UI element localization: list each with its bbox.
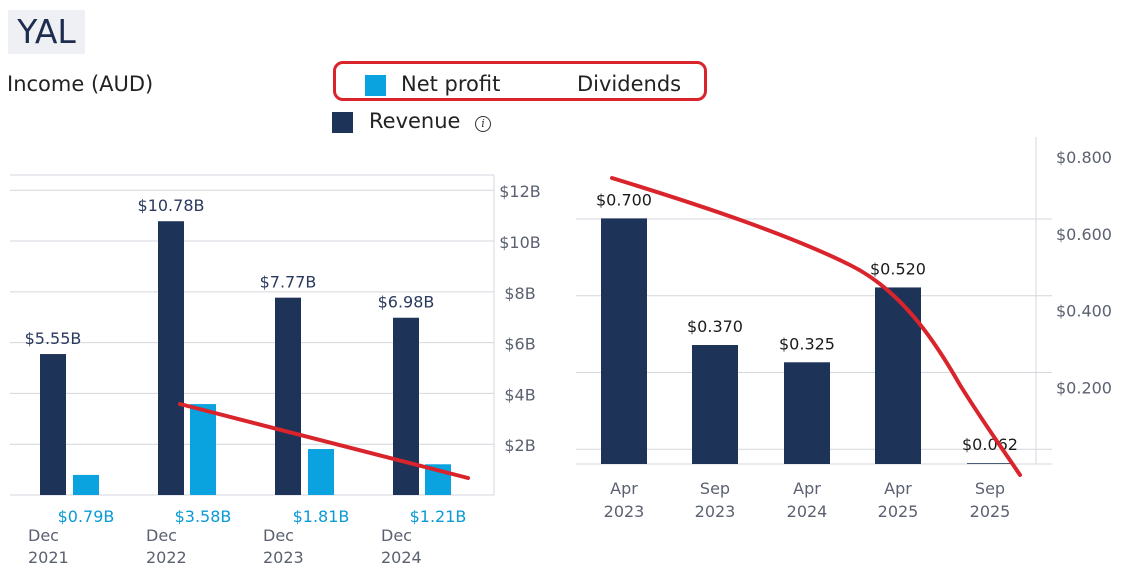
dividend-y-tick-label: $0.800 — [1056, 148, 1112, 167]
income-y-tick-label: $4B — [504, 385, 535, 404]
legend-item-net-profit[interactable]: Net profit — [401, 72, 501, 96]
section-title: Income (AUD) — [7, 72, 154, 96]
dividend-data-label: $0.062 — [962, 435, 1018, 454]
income-x-tick-label: Dec 2023 — [263, 526, 304, 567]
revenue-bar — [275, 297, 301, 495]
income-x-tick-label: Dec 2021 — [28, 526, 69, 567]
dividend-x-tick-label: Sep 2023 — [695, 479, 736, 521]
revenue-data-label: $10.78B — [138, 196, 205, 215]
income-y-tick-label: $8B — [504, 284, 535, 303]
net-profit-data-label: $0.79B — [58, 507, 115, 526]
dividend-y-tick-label: $0.600 — [1056, 225, 1112, 244]
net-profit-bar — [73, 474, 99, 495]
dividend-bar — [692, 345, 738, 464]
dividend-bar — [784, 362, 830, 464]
ticker-label: YAL — [17, 12, 76, 51]
dividend-x-tick-label: Sep 2025 — [970, 479, 1011, 521]
income-x-tick-label: Dec 2024 — [381, 526, 422, 567]
dividend-data-label: $0.700 — [596, 190, 652, 209]
dividend-data-label: $0.325 — [779, 334, 835, 353]
revenue-bar — [393, 317, 419, 495]
info-icon[interactable]: i — [475, 116, 491, 132]
dividend-x-tick-label: Apr 2024 — [787, 479, 828, 521]
net-profit-data-label: $1.81B — [293, 507, 350, 526]
dividend-data-label: $0.370 — [687, 317, 743, 336]
legend-item-revenue[interactable]: Revenue — [369, 109, 461, 133]
annotation-trend-line-dividends — [610, 176, 1022, 477]
dividend-bar — [601, 218, 647, 464]
revenue-bar — [40, 354, 66, 495]
dividend-bar — [967, 463, 1013, 464]
dividend-x-tick-label: Apr 2025 — [878, 479, 919, 521]
annotation-trend-line-income — [178, 402, 470, 480]
dividend-y-tick-label: $0.400 — [1056, 302, 1112, 321]
revenue-data-label: $6.98B — [378, 293, 435, 312]
dividend-y-tick-label: $0.200 — [1056, 378, 1112, 397]
legend-swatch-net-profit — [365, 75, 386, 96]
dividend-data-label: $0.520 — [870, 259, 926, 278]
net-profit-data-label: $1.21B — [410, 507, 467, 526]
ticker-badge: YAL — [8, 10, 85, 54]
legend-swatch-revenue — [332, 112, 353, 133]
legend-highlight-outline — [333, 61, 707, 101]
revenue-data-label: $5.55B — [25, 329, 82, 348]
income-y-tick-label: $10B — [499, 233, 541, 252]
revenue-data-label: $7.77B — [260, 273, 317, 292]
net-profit-data-label: $3.58B — [175, 507, 232, 526]
net-profit-bar — [308, 449, 334, 495]
revenue-bar — [158, 221, 184, 495]
income-y-tick-label: $6B — [504, 335, 535, 354]
dividend-x-tick-label: Apr 2023 — [604, 479, 645, 521]
income-y-tick-label: $12B — [499, 182, 541, 201]
income-x-tick-label: Dec 2022 — [146, 526, 187, 567]
net-profit-bar — [190, 404, 216, 495]
legend-item-dividends[interactable]: Dividends — [577, 72, 682, 96]
dividend-bar — [875, 287, 921, 464]
income-y-tick-label: $2B — [504, 436, 535, 455]
